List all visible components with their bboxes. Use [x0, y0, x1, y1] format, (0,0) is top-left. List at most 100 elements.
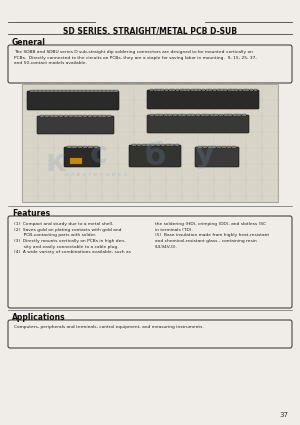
Bar	[242, 88, 246, 91]
Bar	[161, 88, 164, 91]
Bar	[67, 145, 71, 148]
Text: с: с	[90, 140, 108, 169]
Bar	[168, 113, 172, 116]
Bar	[235, 88, 238, 91]
FancyBboxPatch shape	[27, 91, 119, 110]
FancyBboxPatch shape	[8, 45, 292, 83]
Bar	[242, 113, 246, 116]
Text: к: к	[45, 148, 66, 177]
Bar	[176, 88, 179, 91]
Bar	[198, 88, 201, 91]
Bar	[154, 88, 157, 91]
Bar	[239, 88, 242, 91]
Bar	[30, 90, 34, 92]
Bar	[38, 90, 41, 92]
Bar	[191, 113, 195, 116]
Bar	[254, 88, 257, 91]
FancyBboxPatch shape	[37, 116, 114, 134]
Bar	[94, 145, 98, 148]
Bar	[34, 90, 38, 92]
Bar	[150, 88, 153, 91]
Bar	[173, 113, 177, 116]
Bar	[114, 90, 118, 92]
Bar	[106, 90, 110, 92]
Bar	[227, 145, 231, 148]
Bar	[246, 88, 249, 91]
Bar	[212, 145, 216, 148]
Bar	[22, 84, 278, 202]
Bar	[220, 88, 224, 91]
Bar	[50, 90, 53, 92]
Bar	[94, 90, 98, 92]
Text: 37: 37	[279, 412, 288, 418]
FancyBboxPatch shape	[147, 90, 259, 109]
Bar	[213, 88, 216, 91]
Bar	[209, 88, 212, 91]
Bar	[83, 145, 87, 148]
Bar	[169, 88, 172, 91]
Text: э л е к т р о н и к а: э л е к т р о н и к а	[65, 172, 128, 177]
Bar	[224, 113, 228, 116]
Bar	[98, 114, 102, 117]
Bar	[74, 114, 78, 117]
Bar	[50, 114, 54, 117]
Bar	[170, 144, 174, 146]
Bar	[217, 145, 221, 148]
Bar	[222, 145, 226, 148]
Bar	[78, 114, 82, 117]
Text: SD SERIES. STRAIGHT/METAL PCB D-SUB: SD SERIES. STRAIGHT/METAL PCB D-SUB	[63, 26, 237, 35]
Bar	[198, 145, 202, 148]
Bar	[250, 88, 253, 91]
Bar	[42, 90, 46, 92]
Bar	[205, 113, 209, 116]
Bar	[74, 90, 77, 92]
Bar	[214, 113, 218, 116]
FancyBboxPatch shape	[129, 145, 181, 167]
Bar	[78, 145, 82, 148]
Text: Features: Features	[12, 209, 50, 218]
Bar	[191, 88, 194, 91]
Bar	[237, 113, 242, 116]
Text: The SDBB and SDBU series D sub-straight dip soldering connectors are designed to: The SDBB and SDBU series D sub-straight …	[14, 50, 257, 65]
FancyBboxPatch shape	[64, 147, 100, 167]
Bar	[183, 88, 187, 91]
Bar	[132, 144, 136, 146]
Bar	[202, 88, 205, 91]
Bar	[45, 114, 49, 117]
Bar	[206, 88, 209, 91]
Bar	[64, 114, 68, 117]
Bar	[203, 145, 207, 148]
Bar	[172, 88, 176, 91]
Bar	[154, 113, 159, 116]
Bar	[201, 113, 205, 116]
Bar	[180, 88, 183, 91]
FancyBboxPatch shape	[8, 320, 292, 348]
Bar	[62, 90, 65, 92]
Bar	[90, 90, 94, 92]
Bar	[228, 113, 232, 116]
Bar	[150, 113, 154, 116]
Bar	[86, 90, 89, 92]
Bar	[194, 88, 198, 91]
Bar	[78, 90, 82, 92]
Bar	[88, 145, 93, 148]
Bar	[110, 90, 113, 92]
FancyBboxPatch shape	[8, 216, 292, 308]
Bar	[88, 114, 92, 117]
Bar	[72, 145, 77, 148]
Bar	[70, 158, 82, 164]
Bar	[164, 113, 168, 116]
Bar	[93, 114, 97, 117]
Bar	[187, 113, 191, 116]
Bar	[178, 113, 182, 116]
Bar	[102, 114, 106, 117]
Bar	[69, 114, 73, 117]
Text: General: General	[12, 38, 46, 47]
Bar	[156, 144, 160, 146]
Bar	[102, 90, 106, 92]
Bar	[208, 145, 212, 148]
Bar	[70, 90, 74, 92]
Bar	[46, 90, 50, 92]
Text: у: у	[195, 140, 215, 169]
Bar	[228, 88, 231, 91]
